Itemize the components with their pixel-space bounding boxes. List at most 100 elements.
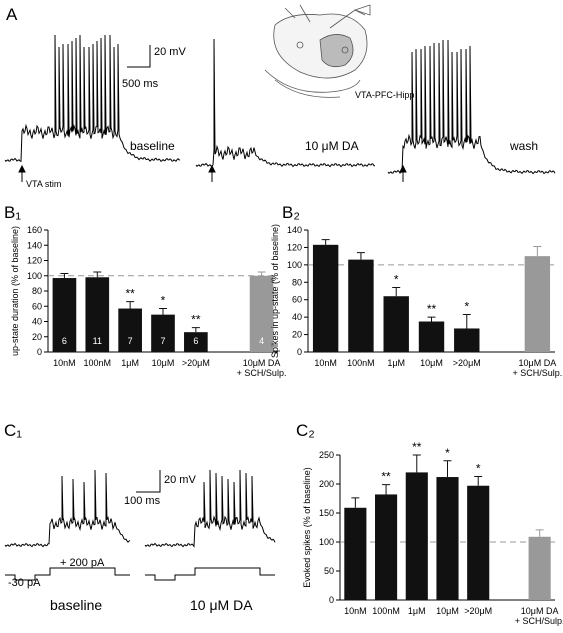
trace [4, 34, 181, 163]
bar [418, 321, 445, 352]
y-axis-label: Spikes in up-state (% of baseline) [270, 224, 280, 358]
x-tick-label: >20μM [464, 606, 492, 616]
significance: ** [412, 440, 422, 454]
trace-label: 10 μM DA [305, 139, 359, 153]
y-tick-label: 20 [292, 330, 302, 340]
y-tick-label: 50 [324, 566, 334, 576]
stim-arrows [18, 164, 407, 182]
trace [4, 469, 131, 548]
y-tick-label: 150 [319, 508, 334, 518]
scale-bar [127, 45, 151, 68]
y-tick-label: 100 [27, 271, 42, 281]
y-tick-label: 40 [32, 317, 42, 327]
x-tick-label: >20μM [453, 358, 481, 368]
x-tick-label: 10μM [436, 606, 459, 616]
error-bar [257, 271, 266, 276]
y-tick-label: 100 [287, 260, 302, 270]
bar [52, 278, 77, 352]
bar [348, 259, 374, 352]
error-bar [126, 301, 135, 309]
bar [524, 256, 551, 352]
error-bar [443, 460, 452, 478]
x-tick-label: 10nM [314, 358, 337, 368]
n-label: 6 [193, 336, 198, 346]
error-bar [351, 497, 360, 508]
error-bar [474, 475, 483, 486]
stim-label: VTA stim [26, 179, 61, 189]
y-tick-label: 250 [319, 450, 334, 460]
current-step [145, 567, 275, 581]
bar [118, 308, 142, 352]
y-tick-label: 120 [27, 256, 42, 266]
x-tick-label: + SCH/Sulp. [237, 368, 287, 378]
schematic-label: VTA-PFC-Hipp [355, 90, 414, 100]
y-tick-label: 40 [292, 312, 302, 322]
y-tick-label: 100 [319, 537, 334, 547]
bar [151, 314, 175, 352]
significance: ** [427, 302, 437, 316]
scale-label: 100 ms [124, 495, 161, 507]
error-bar [535, 529, 544, 537]
x-tick-label: + SCH/Sulp. [515, 616, 563, 626]
x-tick-label: 1μM [387, 358, 405, 368]
y-axis-label: Evoked spikes (% of baseline) [302, 467, 312, 588]
n-label: 4 [259, 336, 264, 346]
x-tick-label: 10μM [420, 358, 443, 368]
error-bar [60, 272, 69, 279]
current-label: -30 pA [8, 577, 41, 589]
x-tick-label: 100nM [347, 358, 375, 368]
significance: ** [125, 287, 135, 301]
current-step [5, 567, 130, 581]
significance: * [476, 461, 481, 475]
bar [383, 296, 409, 352]
significance: * [394, 273, 399, 287]
y-tick-label: 80 [292, 277, 302, 287]
bar [454, 328, 480, 352]
error-bar [93, 271, 102, 278]
bar [467, 485, 490, 600]
y-tick-label: 120 [287, 242, 302, 252]
error-bar [159, 308, 167, 315]
scale-label: 20 mV [154, 46, 186, 58]
y-tick-label: 80 [32, 286, 42, 296]
trace-label: wash [509, 139, 538, 153]
y-tick-label: 20 [32, 332, 42, 342]
trace [195, 38, 375, 168]
trace [144, 469, 276, 548]
n-label: 6 [62, 336, 67, 346]
panel-label: C₁ [4, 421, 22, 440]
y-tick-label: 140 [287, 225, 302, 235]
significance: * [161, 294, 166, 308]
error-bar [427, 316, 436, 322]
bar [85, 277, 110, 352]
y-tick-label: 0 [37, 347, 42, 357]
trace-label: 10 μM DA [190, 597, 253, 613]
x-tick-label: 100nM [84, 358, 112, 368]
current-label: + 200 pA [60, 557, 105, 569]
error-bar [382, 484, 391, 495]
x-tick-label: 10μM [152, 358, 175, 368]
error-bar [321, 239, 330, 245]
x-tick-label: 10nM [53, 358, 76, 368]
panel-label: B₁ [4, 203, 21, 222]
x-tick-label: 1μM [408, 606, 426, 616]
panel-label: A [6, 5, 18, 24]
significance: * [445, 446, 450, 460]
bar [436, 477, 459, 600]
y-tick-label: 60 [32, 301, 42, 311]
bar [184, 332, 208, 352]
y-tick-label: 60 [292, 295, 302, 305]
n-label: 7 [160, 336, 165, 346]
x-tick-label: 10μM DA [243, 358, 281, 368]
scale-bar [136, 470, 161, 493]
bar [344, 507, 367, 600]
x-tick-label: 10μM DA [521, 606, 559, 616]
error-bar [412, 454, 421, 473]
scale-label: 20 mV [164, 474, 196, 486]
error-bar [392, 287, 401, 297]
schematic [264, 4, 371, 98]
bar [405, 472, 428, 600]
error-bar [462, 314, 471, 329]
significance: ** [381, 470, 391, 484]
